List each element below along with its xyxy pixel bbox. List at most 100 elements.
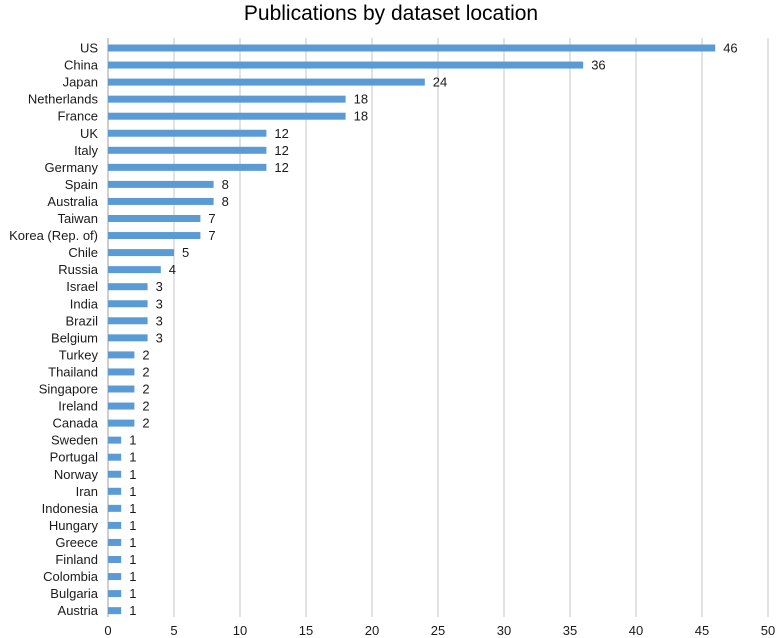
data-label: 36 (591, 58, 605, 73)
category-label: Russia (58, 262, 99, 277)
data-label: 3 (156, 313, 163, 328)
category-label: Singapore (39, 382, 98, 397)
category-label: Sweden (51, 433, 98, 448)
category-label: Belgium (51, 330, 98, 345)
bar (108, 538, 122, 546)
category-label: Austria (58, 603, 99, 618)
category-label: Japan (63, 75, 98, 90)
bar (108, 402, 135, 410)
bar (108, 44, 716, 52)
bar (108, 573, 122, 581)
bar (108, 334, 148, 342)
bar (108, 249, 174, 257)
data-label: 1 (129, 467, 136, 482)
category-label: Iran (76, 484, 98, 499)
category-label: India (70, 296, 99, 311)
bar (108, 197, 214, 205)
data-label: 18 (354, 109, 368, 124)
bar (108, 368, 135, 376)
data-label: 1 (129, 552, 136, 567)
data-label: 18 (354, 92, 368, 107)
data-label: 2 (142, 399, 149, 414)
bar (108, 487, 122, 495)
bar (108, 146, 267, 154)
bar (108, 163, 267, 171)
data-label: 3 (156, 279, 163, 294)
category-label: Korea (Rep. of) (9, 228, 98, 243)
data-label: 1 (129, 603, 136, 618)
category-label: Portugal (50, 450, 99, 465)
data-label: 1 (129, 501, 136, 516)
bar (108, 300, 148, 308)
category-label: Ireland (58, 399, 98, 414)
data-label: 12 (274, 126, 288, 141)
data-label: 1 (129, 450, 136, 465)
data-label: 12 (274, 160, 288, 175)
data-label: 2 (142, 416, 149, 431)
category-label: Turkey (59, 347, 99, 362)
data-label: 1 (129, 433, 136, 448)
category-label: Norway (54, 467, 99, 482)
bar (108, 95, 346, 103)
bar (108, 351, 135, 359)
category-label: Brazil (65, 313, 98, 328)
data-label: 1 (129, 586, 136, 601)
category-label: UK (80, 126, 98, 141)
category-label: Israel (66, 279, 98, 294)
data-label: 2 (142, 382, 149, 397)
data-label: 1 (129, 569, 136, 584)
bar (108, 78, 425, 86)
data-label: 46 (723, 41, 737, 56)
data-label: 5 (182, 245, 189, 260)
bar (108, 215, 201, 222)
bar (108, 266, 161, 274)
category-label: Bulgaria (50, 586, 98, 601)
category-label: Thailand (48, 364, 98, 379)
data-label: 3 (156, 296, 163, 311)
x-tick-label: 0 (104, 623, 111, 638)
data-label: 1 (129, 535, 136, 550)
category-label: Spain (65, 177, 98, 192)
bar (108, 283, 148, 291)
data-label: 7 (208, 228, 215, 243)
data-label: 4 (169, 262, 176, 277)
category-label: Indonesia (42, 501, 99, 516)
data-label: 2 (142, 347, 149, 362)
x-tick-label: 45 (695, 623, 709, 638)
data-label: 24 (433, 75, 447, 90)
x-tick-label: 40 (629, 623, 643, 638)
data-label: 2 (142, 364, 149, 379)
chart-title: Publications by dataset location (243, 2, 539, 25)
bar (108, 470, 122, 478)
bar (108, 112, 346, 120)
x-tick-label: 15 (299, 623, 313, 638)
x-tick-label: 30 (497, 623, 511, 638)
data-label: 8 (222, 177, 229, 192)
category-label: Greece (55, 535, 98, 550)
bar (108, 607, 122, 615)
bar (108, 317, 148, 325)
data-label: 8 (222, 194, 229, 209)
bar (108, 61, 584, 69)
bar (108, 504, 122, 512)
bar (108, 129, 267, 137)
data-label: 1 (129, 518, 136, 533)
x-tick-label: 50 (761, 623, 775, 638)
category-label: US (80, 41, 98, 56)
x-tick-label: 35 (563, 623, 577, 638)
data-label: 1 (129, 484, 136, 499)
x-tick-label: 10 (233, 623, 247, 638)
category-label: Australia (47, 194, 98, 209)
data-label: 7 (208, 211, 215, 226)
bar (108, 556, 122, 563)
category-label: Netherlands (28, 92, 99, 107)
category-label: Hungary (49, 518, 99, 533)
data-label: 12 (274, 143, 288, 158)
category-label: Colombia (43, 569, 99, 584)
category-label: Germany (45, 160, 99, 175)
bar (108, 453, 122, 461)
category-label: France (58, 109, 98, 124)
bar (108, 590, 122, 598)
